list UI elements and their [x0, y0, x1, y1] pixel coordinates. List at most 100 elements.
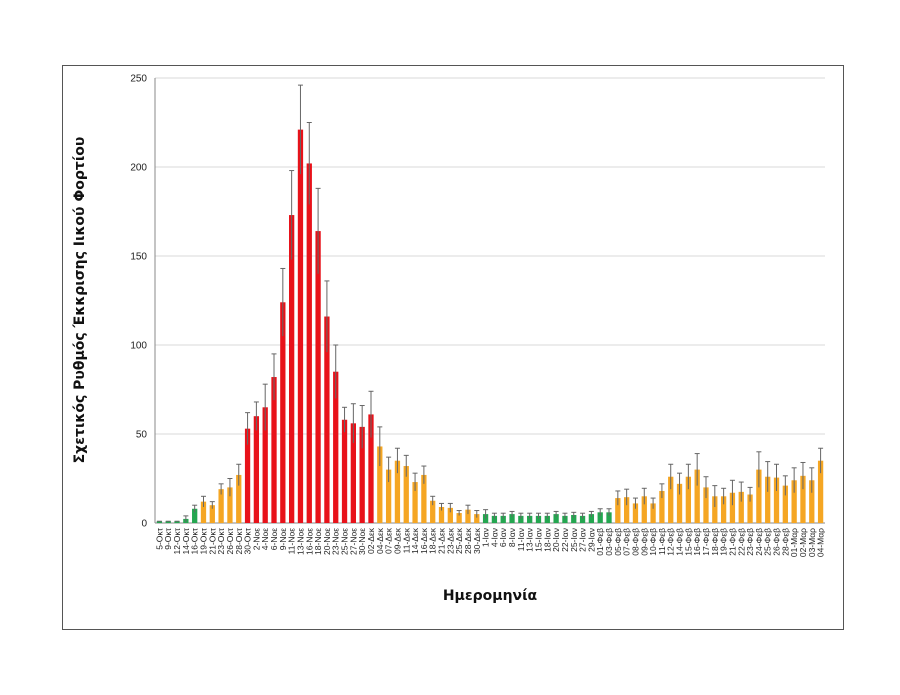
- bar: [544, 515, 550, 523]
- bar: [447, 507, 453, 523]
- x-tick-label: 09-Δεκ: [392, 527, 402, 554]
- bar: [368, 414, 374, 523]
- bar: [209, 505, 215, 523]
- bar: [412, 482, 418, 523]
- bar: [218, 489, 224, 523]
- x-tick-label: 22-Φεβ: [736, 528, 746, 556]
- x-tick-label: 19-Οκτ: [198, 527, 208, 554]
- x-tick-label: 25-Ιαν: [569, 528, 579, 552]
- bar: [738, 491, 744, 523]
- x-tick-label: 18-Φεβ: [710, 528, 720, 556]
- y-tick-label: 0: [141, 519, 147, 530]
- bar: [192, 508, 198, 523]
- bar: [712, 496, 718, 523]
- x-tick-label: 07-Φεβ: [622, 528, 632, 556]
- x-tick-label: 23-Νοε: [331, 528, 341, 555]
- bar: [474, 514, 480, 523]
- x-tick-label: 03-Φεβ: [604, 528, 614, 556]
- x-tick-label: 04-Μαρ: [816, 528, 826, 557]
- x-tick-label: 27-Ιαν: [578, 528, 588, 552]
- x-tick-label: 15-Φεβ: [683, 528, 693, 556]
- x-tick-label: 16-Νοε: [304, 528, 314, 555]
- bar: [491, 515, 498, 523]
- x-tick-label: 05-Φεβ: [613, 528, 623, 556]
- bar: [597, 512, 603, 523]
- bar: [200, 501, 207, 523]
- x-tick-label: 02-Μαρ: [798, 528, 808, 557]
- x-tick-label: 6-Νοε: [269, 528, 279, 550]
- bar: [624, 497, 630, 523]
- bar: [632, 503, 639, 523]
- bar: [430, 500, 436, 523]
- x-tick-label: 10-Φεβ: [648, 528, 658, 556]
- x-tick-label: 24-Φεβ: [754, 528, 764, 556]
- bar: [377, 446, 383, 523]
- bar: [385, 469, 392, 523]
- bar: [280, 302, 286, 523]
- y-tick-label: 50: [136, 430, 148, 441]
- x-tick-label: 04-Δεκ: [375, 527, 385, 554]
- bar: [747, 494, 753, 523]
- x-tick-label: 11-Νοε: [287, 528, 297, 555]
- bar: [403, 466, 409, 523]
- x-tick-label: 8-Ιαν: [507, 528, 517, 547]
- bar: [527, 515, 533, 523]
- bar: [350, 423, 356, 523]
- bar: [165, 521, 171, 523]
- bar: [509, 514, 515, 523]
- x-tick-label: 9-Οκτ: [163, 527, 173, 549]
- bar: [438, 506, 445, 523]
- x-tick-label: 30-Νοε: [357, 528, 367, 555]
- bar: [650, 503, 656, 523]
- bar: [341, 419, 348, 523]
- bar: [694, 469, 700, 523]
- bar: [773, 477, 780, 523]
- x-tick-label: 20-Νοε: [322, 528, 332, 555]
- bar: [615, 498, 621, 523]
- bar: [535, 515, 542, 523]
- x-tick-label: 26-Οκτ: [225, 527, 235, 554]
- x-tick-label: 19-Φεβ: [719, 528, 729, 556]
- x-tick-label: 17-Φεβ: [701, 528, 711, 556]
- x-tick-label: 08-Φεβ: [630, 528, 640, 556]
- x-tick-label: 1-Ιαν: [481, 528, 491, 547]
- bar: [791, 480, 797, 523]
- x-tick-label: 13-Ιαν: [525, 528, 535, 552]
- bar: [720, 496, 727, 523]
- bar: [421, 474, 427, 523]
- bar: [800, 475, 806, 523]
- bar: [262, 407, 268, 523]
- x-tick-label: 27-Νοε: [348, 528, 358, 555]
- bar: [579, 515, 586, 523]
- x-tick-label: 29-Ιαν: [586, 528, 596, 552]
- x-tick-label: 23-Φεβ: [745, 528, 755, 556]
- y-tick-label: 250: [130, 74, 147, 85]
- bar: [703, 487, 709, 523]
- bar: [227, 487, 233, 523]
- x-tick-label: 14-Φεβ: [675, 528, 685, 556]
- bar: [641, 496, 647, 523]
- x-tick-label: 5-Οκτ: [154, 527, 164, 549]
- x-tick-label: 30-Δεκ: [472, 527, 482, 554]
- chart-frame: [62, 65, 844, 630]
- x-tick-label: 22-Ιαν: [560, 528, 570, 552]
- x-tick-label: 16-Φεβ: [692, 528, 702, 556]
- bar: [359, 426, 365, 523]
- bar: [729, 492, 736, 523]
- x-tick-label: 12-Φεβ: [666, 528, 676, 556]
- x-tick-label: 09-Φεβ: [639, 528, 649, 556]
- x-tick-label: 12-Οκτ: [172, 527, 182, 554]
- x-tick-label: 18-Νοε: [313, 528, 323, 555]
- x-tick-label: 9-Νοε: [278, 528, 288, 550]
- x-tick-label: 18-Δεκ: [428, 527, 438, 554]
- bar: [571, 514, 577, 523]
- bar: [588, 514, 595, 523]
- x-tick-label: 14-Οκτ: [181, 527, 191, 554]
- x-tick-label: 23-Οκτ: [216, 527, 226, 554]
- y-tick-label: 100: [130, 341, 147, 352]
- x-tick-label: 03-Μαρ: [807, 528, 817, 557]
- x-tick-label: 28-Δεκ: [463, 527, 473, 554]
- x-tick-label: 28-Οκτ: [234, 527, 244, 554]
- x-tick-label: 4-Νοε: [260, 528, 270, 550]
- bar: [271, 377, 277, 523]
